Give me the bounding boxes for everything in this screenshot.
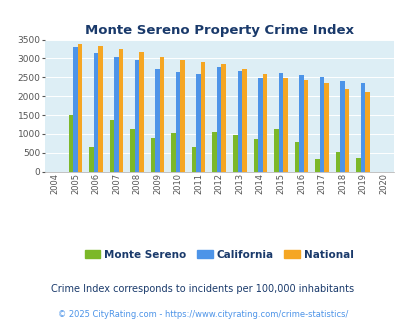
Bar — [294, 142, 298, 172]
Text: © 2025 CityRating.com - https://www.cityrating.com/crime-statistics/: © 2025 CityRating.com - https://www.city… — [58, 310, 347, 319]
Legend: Monte Sereno, California, National: Monte Sereno, California, National — [80, 246, 357, 264]
Bar — [200, 62, 205, 172]
Bar — [196, 74, 200, 172]
Bar — [68, 115, 73, 172]
Bar — [319, 77, 324, 172]
Bar — [216, 67, 221, 172]
Bar — [94, 53, 98, 172]
Bar — [180, 60, 185, 172]
Bar — [360, 82, 364, 172]
Bar — [130, 129, 134, 172]
Bar — [355, 158, 360, 172]
Bar — [192, 148, 196, 172]
Bar — [253, 139, 258, 172]
Bar — [160, 57, 164, 172]
Bar — [155, 69, 160, 172]
Bar — [241, 69, 246, 172]
Bar — [339, 81, 344, 172]
Bar — [282, 78, 287, 172]
Bar — [221, 64, 226, 172]
Bar — [171, 133, 175, 172]
Bar — [262, 74, 266, 172]
Text: Crime Index corresponds to incidents per 100,000 inhabitants: Crime Index corresponds to incidents per… — [51, 284, 354, 294]
Bar — [273, 129, 278, 172]
Title: Monte Sereno Property Crime Index: Monte Sereno Property Crime Index — [85, 24, 353, 37]
Bar — [98, 47, 102, 172]
Bar — [303, 80, 307, 172]
Bar — [109, 119, 114, 172]
Bar — [175, 72, 180, 172]
Bar — [278, 73, 282, 172]
Bar — [89, 147, 94, 172]
Bar — [344, 89, 348, 172]
Bar — [119, 50, 123, 172]
Bar — [335, 151, 339, 172]
Bar — [77, 44, 82, 172]
Bar — [324, 82, 328, 172]
Bar — [364, 92, 369, 172]
Bar — [314, 159, 319, 172]
Bar — [139, 52, 143, 172]
Bar — [237, 71, 241, 172]
Bar — [134, 60, 139, 172]
Bar — [151, 138, 155, 172]
Bar — [232, 135, 237, 172]
Bar — [212, 132, 216, 172]
Bar — [298, 75, 303, 172]
Bar — [258, 79, 262, 172]
Bar — [73, 47, 77, 172]
Bar — [114, 57, 119, 172]
